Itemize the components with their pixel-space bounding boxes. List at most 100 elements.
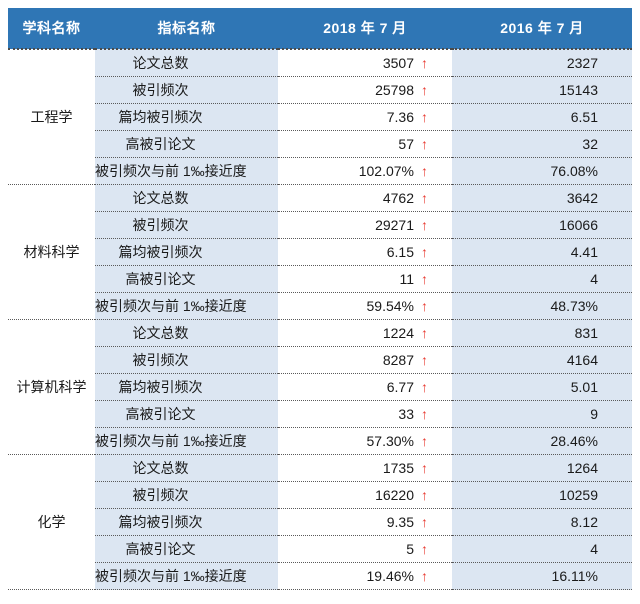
column-header-2016-07: 2016 年 7 月 [452,8,632,50]
value-2018: 8287 [382,352,414,368]
table-row: 被引频次 8287 ↑ 4164 [8,346,632,374]
value-2016-cell: 3642 [452,184,632,212]
up-arrow-icon: ↑ [421,82,428,98]
table-row: 被引频次与前 1‰接近度 59.54% ↑ 48.73% [8,292,632,320]
up-arrow-icon: ↑ [421,325,428,341]
table-row: 高被引论文 57 ↑ 32 [8,130,632,158]
up-arrow-icon: ↑ [421,109,428,125]
table-row: 工程学 论文总数 3507 ↑ 2327 [8,49,632,185]
table-row: 被引频次 16220 ↑ 10259 [8,481,632,509]
indicator-cell: 论文总数 [95,49,278,77]
value-2018: 1735 [382,460,414,476]
indicator-cell: 高被引论文 [95,130,278,158]
value-2018-cell: 57 ↑ [278,130,452,158]
value-2018: 6.15 [386,244,414,260]
subject-cell: 化学 [8,454,95,590]
value-2018: 6.77 [386,379,414,395]
value-2016-cell: 16066 [452,211,632,239]
table-row: 高被引论文 33 ↑ 9 [8,400,632,428]
table-row: 被引频次与前 1‰接近度 102.07% ↑ 76.08% [8,157,632,185]
value-2018: 7.36 [386,109,414,125]
indicator-cell: 论文总数 [95,319,278,347]
table-row: 篇均被引频次 6.15 ↑ 4.41 [8,238,632,266]
value-2018-cell: 6.77 ↑ [278,373,452,401]
value-2016-cell: 4 [452,265,632,293]
up-arrow-icon: ↑ [421,163,428,179]
value-2018-cell: 102.07% ↑ [278,157,452,185]
table-row: 篇均被引频次 9.35 ↑ 8.12 [8,508,632,536]
table-header: 学科名称 指标名称 2018 年 7 月 2016 年 7 月 [8,8,632,50]
table-row: 高被引论文 11 ↑ 4 [8,265,632,293]
value-2018-cell: 25798 ↑ [278,76,452,104]
value-2016-cell: 4.41 [452,238,632,266]
up-arrow-icon: ↑ [421,514,428,530]
value-2018: 19.46% [366,568,414,584]
subject-cell: 工程学 [8,49,95,185]
table-body: 工程学 论文总数 3507 ↑ 2327 被引频次 25798 ↑ 15143 篇均被引频次 7.3… [8,49,632,590]
value-2016-cell: 8.12 [452,508,632,536]
up-arrow-icon: ↑ [421,55,428,71]
value-2018-cell: 19.46% ↑ [278,562,452,590]
indicator-cell: 被引频次与前 1‰接近度 [95,427,278,455]
value-2016-cell: 10259 [452,481,632,509]
header-row: 学科名称 指标名称 2018 年 7 月 2016 年 7 月 [8,8,632,50]
table-row: 被引频次与前 1‰接近度 57.30% ↑ 28.46% [8,427,632,455]
table-row: 被引频次 29271 ↑ 16066 [8,211,632,239]
value-2018-cell: 7.36 ↑ [278,103,452,131]
value-2016-cell: 76.08% [452,157,632,185]
indicator-cell: 高被引论文 [95,400,278,428]
up-arrow-icon: ↑ [421,460,428,476]
indicator-cell: 篇均被引频次 [95,238,278,266]
value-2016-cell: 831 [452,319,632,347]
value-2016-cell: 28.46% [452,427,632,455]
indicator-cell: 被引频次与前 1‰接近度 [95,157,278,185]
table-row: 篇均被引频次 6.77 ↑ 5.01 [8,373,632,401]
indicator-cell: 论文总数 [95,454,278,482]
column-header-2018-07: 2018 年 7 月 [278,8,452,50]
value-2018-cell: 1224 ↑ [278,319,452,347]
value-2018-cell: 11 ↑ [278,265,452,293]
value-2016-cell: 4 [452,535,632,563]
column-header-subject: 学科名称 [8,8,95,50]
indicator-cell: 篇均被引频次 [95,103,278,131]
indicator-cell: 被引频次与前 1‰接近度 [95,562,278,590]
column-header-indicator: 指标名称 [95,8,278,50]
up-arrow-icon: ↑ [421,487,428,503]
value-2018: 57.30% [366,433,414,449]
value-2016-cell: 32 [452,130,632,158]
value-2018: 11 [399,271,414,287]
indicator-cell: 被引频次 [95,346,278,374]
up-arrow-icon: ↑ [421,568,428,584]
indicator-cell: 被引频次与前 1‰接近度 [95,292,278,320]
value-2016-cell: 48.73% [452,292,632,320]
value-2018-cell: 1735 ↑ [278,454,452,482]
value-2018-cell: 8287 ↑ [278,346,452,374]
value-2018: 25798 [375,82,414,98]
up-arrow-icon: ↑ [421,433,428,449]
value-2016-cell: 2327 [452,49,632,77]
table-row: 高被引论文 5 ↑ 4 [8,535,632,563]
table-row: 篇均被引频次 7.36 ↑ 6.51 [8,103,632,131]
value-2016-cell: 16.11% [452,562,632,590]
value-2018-cell: 59.54% ↑ [278,292,452,320]
value-2018-cell: 9.35 ↑ [278,508,452,536]
up-arrow-icon: ↑ [421,136,428,152]
indicator-cell: 篇均被引频次 [95,373,278,401]
subject-metrics-table: 学科名称 指标名称 2018 年 7 月 2016 年 7 月 工程学 论文总数 3… [8,8,632,590]
table-row: 被引频次与前 1‰接近度 19.46% ↑ 16.11% [8,562,632,590]
indicator-cell: 篇均被引频次 [95,508,278,536]
value-2016-cell: 15143 [452,76,632,104]
value-2016-cell: 5.01 [452,373,632,401]
subject-cell: 计算机科学 [8,319,95,455]
indicator-cell: 高被引论文 [95,535,278,563]
value-2018-cell: 5 ↑ [278,535,452,563]
indicator-cell: 被引频次 [95,211,278,239]
up-arrow-icon: ↑ [421,217,428,233]
value-2018: 9.35 [386,514,414,530]
value-2018-cell: 6.15 ↑ [278,238,452,266]
subject-cell: 材料科学 [8,184,95,320]
table-row: 被引频次 25798 ↑ 15143 [8,76,632,104]
value-2018-cell: 3507 ↑ [278,49,452,77]
value-2016-cell: 4164 [452,346,632,374]
